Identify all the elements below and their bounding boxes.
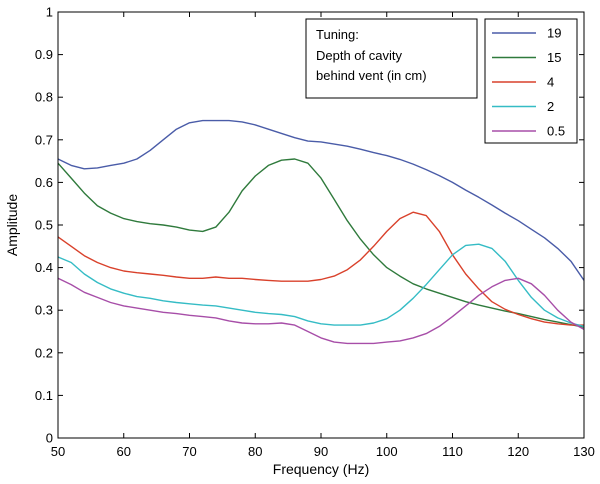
legend: 19 15 4 2 0.5 bbox=[484, 18, 578, 144]
annotation-line-2: Depth of cavity bbox=[316, 48, 402, 63]
x-tick-label-130: 130 bbox=[573, 444, 595, 459]
series-line-2 bbox=[57, 243, 585, 328]
x-tick-label-90: 90 bbox=[314, 444, 328, 459]
y-tick-label-6: 0.6 bbox=[35, 175, 53, 190]
x-tick-label-100: 100 bbox=[376, 444, 398, 459]
x-tick-label-50: 50 bbox=[51, 444, 65, 459]
legend-label-0-5: 0.5 bbox=[547, 124, 565, 139]
legend-frame bbox=[484, 18, 578, 144]
x-tick-label-60: 60 bbox=[117, 444, 131, 459]
legend-label-2: 2 bbox=[547, 99, 554, 114]
y-tick-label-8: 0.8 bbox=[35, 90, 53, 105]
series-line-0-5 bbox=[57, 277, 585, 345]
y-axis-label: Amplitude bbox=[4, 194, 20, 256]
legend-label-19: 19 bbox=[547, 26, 561, 41]
y-tick-label-2: 0.2 bbox=[35, 345, 53, 360]
y-tick-label-5: 0.5 bbox=[35, 218, 53, 233]
series-line-4 bbox=[57, 211, 584, 326]
y-tick-label-1: 0.1 bbox=[35, 388, 53, 403]
annotation-line-3: behind vent (in cm) bbox=[316, 68, 427, 83]
y-tick-label-9: 0.9 bbox=[35, 47, 53, 62]
annotation-line-1: Tuning: bbox=[316, 27, 359, 42]
legend-label-4: 4 bbox=[547, 75, 554, 90]
x-tick-label-70: 70 bbox=[182, 444, 196, 459]
legend-label-15: 15 bbox=[547, 50, 561, 65]
series-line-19 bbox=[57, 119, 585, 281]
y-tick-label-3: 0.3 bbox=[35, 303, 53, 318]
y-axis: 0 0.1 0.2 0.3 0.4 0.5 0.6 0.7 0.8 0.9 1 bbox=[35, 5, 584, 446]
x-tick-label-110: 110 bbox=[442, 444, 463, 459]
series-line-15 bbox=[57, 158, 585, 328]
y-tick-label-10: 1 bbox=[46, 5, 53, 20]
series-layer bbox=[57, 119, 585, 345]
x-tick-label-120: 120 bbox=[507, 444, 529, 459]
annotation-box: Tuning: Depth of cavity behind vent (in … bbox=[305, 18, 478, 99]
x-tick-label-80: 80 bbox=[248, 444, 262, 459]
y-tick-label-4: 0.4 bbox=[35, 260, 53, 275]
x-axis-label: Frequency (Hz) bbox=[273, 461, 369, 477]
y-tick-label-0: 0 bbox=[46, 431, 53, 446]
x-axis: 50 60 70 80 90 100 110 120 130 bbox=[51, 12, 595, 459]
y-tick-label-7: 0.7 bbox=[35, 132, 53, 147]
annotation-frame bbox=[305, 18, 478, 99]
